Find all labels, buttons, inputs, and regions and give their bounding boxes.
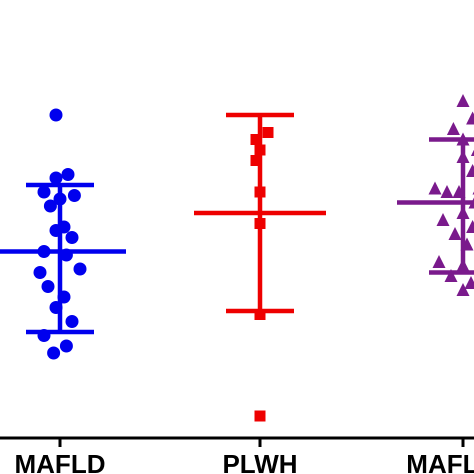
mafld-point xyxy=(65,315,79,328)
mafld-point xyxy=(59,339,73,353)
mafld-point xyxy=(446,122,460,135)
plot-area xyxy=(0,94,474,422)
plwh-point xyxy=(250,134,262,145)
plwh-point xyxy=(250,155,262,166)
plwh-point xyxy=(254,410,266,422)
mafld-point xyxy=(43,199,57,213)
x-tick-label-mafld: MAFLD + xyxy=(406,449,474,474)
mafld-point xyxy=(470,149,474,156)
mafld-point xyxy=(37,185,51,199)
mafld-point xyxy=(49,108,63,122)
mafld-point xyxy=(466,220,474,233)
x-axis-tick-labels: MAFLD PLWH MAFLD + xyxy=(15,449,474,474)
mafld-point xyxy=(448,227,462,240)
mafld-point xyxy=(61,168,75,181)
mafld-point xyxy=(432,255,446,268)
mafld-point xyxy=(49,171,63,185)
mafld-point xyxy=(456,283,470,296)
plwh-point xyxy=(262,127,274,138)
mafld-point xyxy=(464,276,474,289)
plwh-series xyxy=(194,112,326,422)
mafld-point xyxy=(444,269,458,282)
mafld-point xyxy=(456,94,470,107)
mafld-point xyxy=(436,213,450,226)
mafld-point xyxy=(33,266,47,279)
mafld-series xyxy=(0,108,126,360)
mafld-point xyxy=(428,181,442,195)
x-tick-label-plwh: PLWH xyxy=(222,449,297,474)
plwh-point xyxy=(254,309,266,320)
x-axis-ticks xyxy=(58,438,465,447)
mafld-series xyxy=(397,94,474,296)
mafld-point xyxy=(67,189,81,202)
mafld-point xyxy=(466,164,474,177)
mafld-point xyxy=(440,185,454,198)
mafld-point xyxy=(466,111,474,125)
mafld-point xyxy=(41,280,55,293)
x-tick-label-mafld: MAFLD xyxy=(15,449,106,474)
mafld-point xyxy=(73,262,87,276)
mafld-point xyxy=(65,231,79,244)
mafld-point xyxy=(47,346,61,360)
